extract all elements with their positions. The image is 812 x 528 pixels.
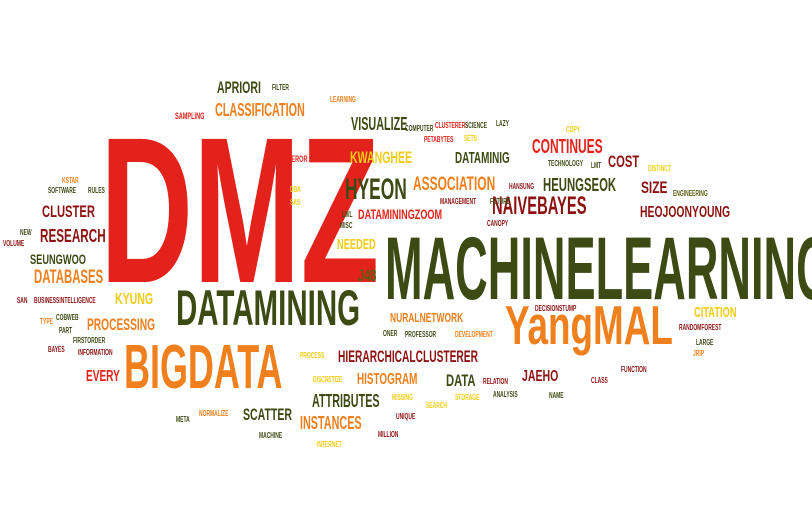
word-cluster: CLUSTER <box>42 202 95 221</box>
word-lmt: LMT <box>591 161 602 170</box>
word-function: FUNCTION <box>621 365 647 374</box>
word-lwl: LWL <box>342 210 353 219</box>
word-heojoonyoung: HEOJOONYOUNG <box>640 204 731 221</box>
word-information: INFORMATION <box>78 348 113 357</box>
word-computer: COMPUTER <box>405 124 434 133</box>
word-kyung: KYUNG <box>115 291 154 308</box>
word-san: SAN <box>17 296 28 305</box>
word-j48: J48 <box>358 266 377 285</box>
word-hierarchicalclusterer: HIERARCHICALCLUSTERER <box>338 347 478 366</box>
word-nuralnetwork: NURALNETWORK <box>390 310 464 325</box>
word-analysis: ANALYSIS <box>493 390 518 399</box>
word-naivebayes: NAIVEBAYES <box>492 192 587 220</box>
word-new: NEW <box>20 228 32 237</box>
word-machine: MACHINE <box>259 431 283 440</box>
word-data: DATA <box>446 371 476 390</box>
word-visualize: VISUALIZE <box>351 114 408 134</box>
word-dataminingzoom: DATAMININGZOOM <box>358 206 443 222</box>
word-petabytes: PETABYTES <box>424 135 454 144</box>
word-dba: DBA <box>290 185 301 194</box>
word-instances: INSTANCES <box>300 413 362 433</box>
word-dmz: DMZ <box>100 95 380 327</box>
word-decisionstump: DECISIONSTUMP <box>535 304 577 313</box>
word-jrip: JRIP <box>693 349 705 358</box>
word-meta: META <box>176 415 190 424</box>
word-distinct: DISTINCT <box>648 164 671 173</box>
word-hansung: HANSUNG <box>509 182 535 191</box>
word-large: LARGE <box>696 338 714 347</box>
word-randomforest: RANDOMFOREST <box>679 323 722 332</box>
word-citation: CITATION <box>694 304 737 321</box>
word-jaeho: JAEHO <box>522 368 559 385</box>
word-part: PART <box>59 326 73 335</box>
word-internet: INTERNET <box>317 440 342 449</box>
word-sampling: SAMPLING <box>175 111 205 121</box>
word-cobweb: COBWEB <box>56 313 79 322</box>
word-bigdata: BIGDATA <box>124 333 283 402</box>
word-professor: PROFESSOR <box>405 330 437 339</box>
word-sas: SAS <box>290 198 301 207</box>
word-zeror: ZEROR <box>288 154 308 164</box>
word-volume: VOLUME <box>3 239 25 248</box>
word-dataminig: DATAMINIG <box>455 150 510 167</box>
word-learning: LEARNING <box>330 95 356 104</box>
word-million: MILLION <box>378 430 399 439</box>
word-cost: COST <box>608 152 640 171</box>
word-classification: CLASSIFICATION <box>215 100 305 120</box>
word-filter: FILTER <box>272 83 289 92</box>
word-research: RESEARCH <box>40 226 106 246</box>
word-apriori: APRIORI <box>217 78 261 97</box>
word-databases: DATABASES <box>34 267 104 288</box>
word-kwanghee: KWANGHEE <box>350 148 413 167</box>
word-histogram: HISTOGRAM <box>357 371 418 388</box>
word-storage: STORAGE <box>455 393 480 402</box>
word-management: MANAGEMENT <box>440 197 477 206</box>
word-class: CLASS <box>591 376 608 385</box>
word-search: SEARCH <box>426 401 447 410</box>
word-businessintelligence: BUSINESSINTELLIGENCE <box>34 296 96 305</box>
word-unique: UNIQUE <box>396 412 416 421</box>
word-continues: CONTINUES <box>532 136 603 158</box>
word-kstar: KSTAR <box>62 176 79 185</box>
word-clusterer: CLUSTERER <box>435 121 466 130</box>
word-needed: NEEDED <box>337 236 376 253</box>
word-bayes: BAYES <box>48 345 65 354</box>
word-future: FUTURE <box>490 197 511 206</box>
word-normalize: NORMALIZE <box>199 409 229 418</box>
word-attributes: ATTRIBUTES <box>312 391 380 411</box>
word-oner: ONER <box>383 329 398 338</box>
word-process: PROCESS <box>300 351 325 360</box>
word-misc: MISC <box>340 221 353 230</box>
word-software: SOFTWARE <box>48 186 77 195</box>
word-every: EVERY <box>86 368 120 385</box>
word-seungwoo: SEUNGWOO <box>30 251 86 267</box>
word-hyeon: HYEON <box>345 173 407 206</box>
word-firstorder: FIRSTORDER <box>73 336 106 345</box>
word-type: TYPE <box>40 317 53 326</box>
word-processing: PROCESSING <box>87 315 156 334</box>
word-machinelearning: MACHINELEARNING <box>385 218 812 318</box>
word-discretize: DISCRETIZE <box>313 375 343 384</box>
word-scatter: SCATTER <box>243 405 292 424</box>
word-science: SCIENCE <box>465 121 488 130</box>
word-rules: RULES <box>88 186 105 195</box>
word-development: DEVELOPMENT <box>455 330 493 339</box>
word-canopy: CANOPY <box>487 219 509 228</box>
word-yangmal: YangMAL <box>505 294 673 356</box>
word-copy: COPY <box>566 125 581 134</box>
word-heungseok: HEUNGSEOK <box>543 175 617 195</box>
word-relation: RELATION <box>483 377 508 386</box>
word-technology: TECHNOLOGY <box>548 159 584 168</box>
word-name: NAME <box>549 391 564 400</box>
word-datamining: DATAMINING <box>176 280 361 336</box>
word-engineering: ENGINEERING <box>673 189 708 198</box>
word-association: ASSOCIATION <box>413 174 496 195</box>
word-size: SIZE <box>641 178 668 197</box>
word-missing: MISSING <box>392 393 413 402</box>
word-lazy: LAZY <box>496 119 509 128</box>
word-sets: SETS <box>464 134 477 143</box>
